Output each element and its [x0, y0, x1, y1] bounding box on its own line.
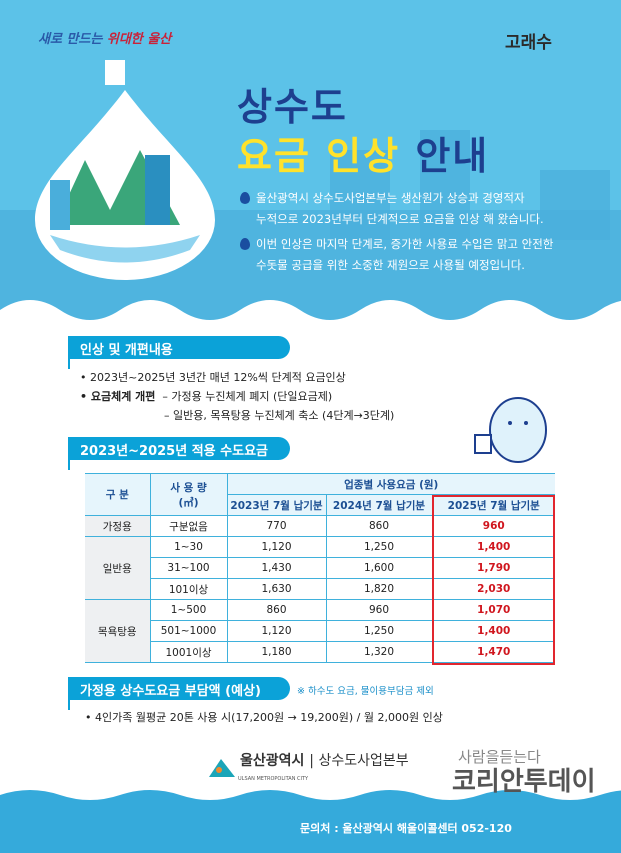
rate-cell: 960 — [325, 599, 433, 621]
watermark-logo: 코리안투데이 — [452, 767, 596, 797]
watermark-tagline: 사람을듣는다 — [458, 748, 541, 766]
footer-band — [0, 800, 621, 853]
rate-cell: 1,250 — [325, 536, 433, 558]
exclusion-note: ※ 하수도 요금, 물이용부담금 제외 — [297, 686, 434, 697]
category-cell: 일반용 — [85, 536, 151, 600]
section-title-household-burden: 가정용 상수도요금 부담액 (예상) — [68, 677, 290, 710]
slogan: 새로 만드는 위대한 울산 — [38, 32, 172, 47]
usage-cell: 501~1000 — [150, 620, 228, 642]
rate-cell: 770 — [226, 515, 327, 537]
intro-paragraph-2: 이번 인상은 마지막 단계로, 증가한 사용료 수입은 맑고 안전한 수돗물 공급… — [240, 234, 553, 276]
table-row: 31~100 1,430 1,600 1,790 — [85, 557, 555, 579]
changes-list: • 2023년~2025년 3년간 매년 12%씩 단계적 요금인상 • 요금체… — [80, 371, 395, 422]
usage-cell: 31~100 — [150, 557, 228, 579]
rate-cell: 1,120 — [226, 620, 327, 642]
water-drop-illustration — [35, 60, 215, 280]
table-row: 501~1000 1,120 1,250 1,400 — [85, 620, 555, 642]
rate-cell: 1,430 — [226, 557, 327, 579]
section-title-changes: 인상 및 개편내용 — [68, 336, 290, 369]
table-row: 일반용 1~30 1,120 1,250 1,400 — [85, 536, 555, 600]
contact-info: 문의처 : 울산광역시 해울이콜센터 052-120 — [300, 822, 512, 835]
rate-cell: 1,630 — [226, 578, 327, 600]
highlight-2025-column — [432, 495, 555, 665]
gorae-su-logo: 고래수 — [505, 33, 552, 53]
rate-cell: 1,120 — [226, 536, 327, 558]
category-cell: 목욕탕용 — [85, 599, 151, 663]
water-drop-icon — [240, 238, 250, 250]
rate-cell: 1,320 — [325, 641, 433, 663]
usage-cell: 1~30 — [149, 536, 228, 558]
usage-cell: 구분없음 — [149, 515, 228, 537]
usage-cell: 1001이상 — [150, 641, 228, 663]
rate-cell: 860 — [226, 599, 327, 621]
table-row: 1001이상 1,180 1,320 1,470 — [85, 641, 555, 663]
rate-cell: 1,180 — [226, 641, 327, 663]
rate-cell: 1,600 — [325, 557, 433, 579]
rate-cell: 1,820 — [325, 578, 433, 600]
intro-paragraph-1: 울산광역시 상수도사업본부는 생산원가 상승과 경영적자 누적으로 2023년부터… — [240, 188, 544, 230]
usage-cell: 1~500 — [149, 599, 228, 621]
title-line2: 요금 인상 안내 — [237, 134, 490, 178]
org-name-en: ULSAN METROPOLITAN CITY — [238, 776, 309, 782]
section-title-rate-table: 2023년~2025년 적용 수도요금표 — [68, 437, 290, 478]
mascot-illustration — [474, 397, 547, 463]
org-name: 울산광역시 | 상수도사업본부 — [240, 753, 409, 769]
water-drop-icon — [240, 192, 250, 204]
household-burden-text: • 4인가족 월평균 20톤 사용 시(17,200원 → 19,200원) /… — [85, 711, 443, 724]
wave-divider — [0, 300, 621, 330]
rate-cell: 860 — [325, 515, 433, 537]
footer-wave — [0, 790, 621, 805]
ulsan-city-logo-icon — [209, 759, 235, 777]
usage-cell: 101이상 — [150, 578, 228, 600]
title-line1: 상수도 — [237, 85, 348, 129]
category-cell: 가정용 — [85, 515, 151, 537]
rate-cell: 1,250 — [325, 620, 433, 642]
